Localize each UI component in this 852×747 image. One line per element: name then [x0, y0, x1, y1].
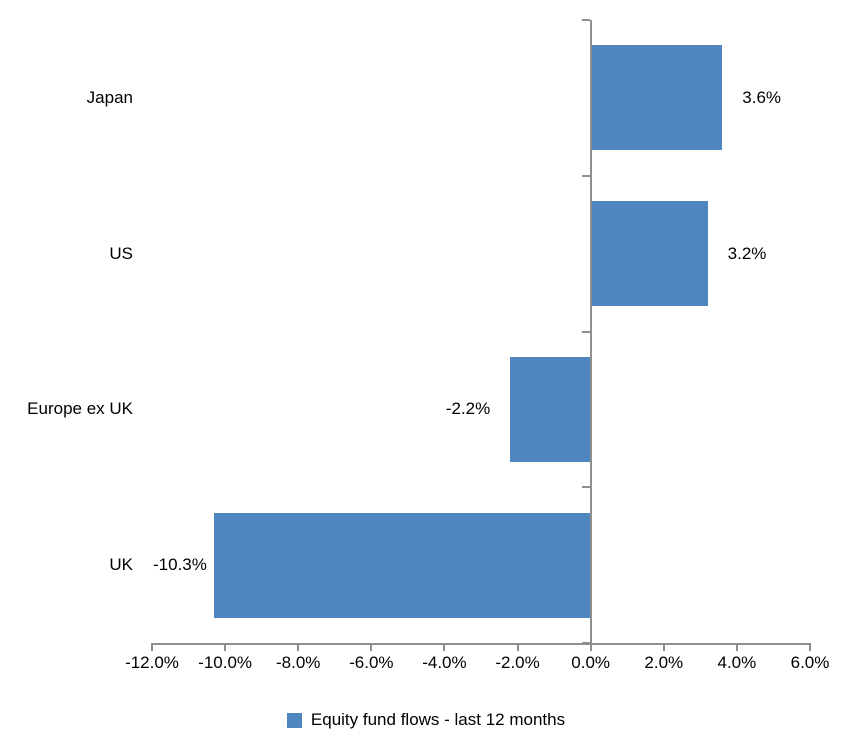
data-label-uk: -10.3%	[153, 555, 207, 575]
bar-japan	[590, 45, 723, 151]
category-axis-tick	[581, 19, 590, 21]
value-axis-tick	[589, 643, 592, 651]
value-axis-tick	[809, 643, 811, 651]
category-axis-line	[589, 20, 592, 643]
legend-swatch-icon	[286, 712, 302, 728]
bar-uk	[214, 512, 591, 618]
value-axis-tick-label: -2.0%	[495, 653, 540, 672]
data-label-us: 3.2%	[727, 243, 767, 263]
bar-us	[590, 201, 708, 307]
data-label-europe-ex-uk: -2.2%	[445, 399, 491, 419]
legend: Equity fund flows - last 12 months	[0, 707, 852, 733]
value-axis-tick-label: -6.0%	[349, 653, 394, 672]
value-axis-tick	[224, 643, 227, 651]
value-axis-tick-label: 2.0%	[644, 653, 684, 672]
value-axis-tick-label: 0.0%	[571, 653, 611, 672]
value-axis-tick	[516, 643, 519, 651]
category-axis-tick	[581, 486, 590, 489]
value-axis-tick-label: -8.0%	[276, 653, 321, 672]
value-axis-tick-label: -12.0%	[125, 653, 179, 672]
legend-label: Equity fund flows - last 12 months	[310, 710, 566, 729]
value-axis-tick-label: -4.0%	[422, 653, 467, 672]
value-axis-line	[152, 643, 811, 645]
value-axis-tick-label: 4.0%	[717, 653, 757, 672]
category-label-us: US	[109, 243, 133, 263]
category-axis-tick	[581, 330, 590, 333]
category-label-japan: Japan	[86, 87, 133, 107]
bar-europe-ex-uk	[510, 356, 591, 462]
value-axis-tick	[370, 643, 373, 651]
value-axis-tick	[443, 643, 446, 651]
value-axis-tick-label: 6.0%	[790, 653, 830, 672]
value-axis-tick-label: -10.0%	[198, 653, 253, 672]
value-axis-tick	[662, 643, 665, 651]
value-axis-tick	[151, 643, 153, 651]
value-axis-tick	[297, 643, 300, 651]
data-label-japan: 3.6%	[742, 87, 782, 107]
category-label-uk: UK	[109, 555, 133, 575]
category-label-europe-ex-uk: Europe ex UK	[27, 399, 133, 419]
value-axis-tick	[735, 643, 738, 651]
category-axis-tick	[581, 174, 590, 177]
